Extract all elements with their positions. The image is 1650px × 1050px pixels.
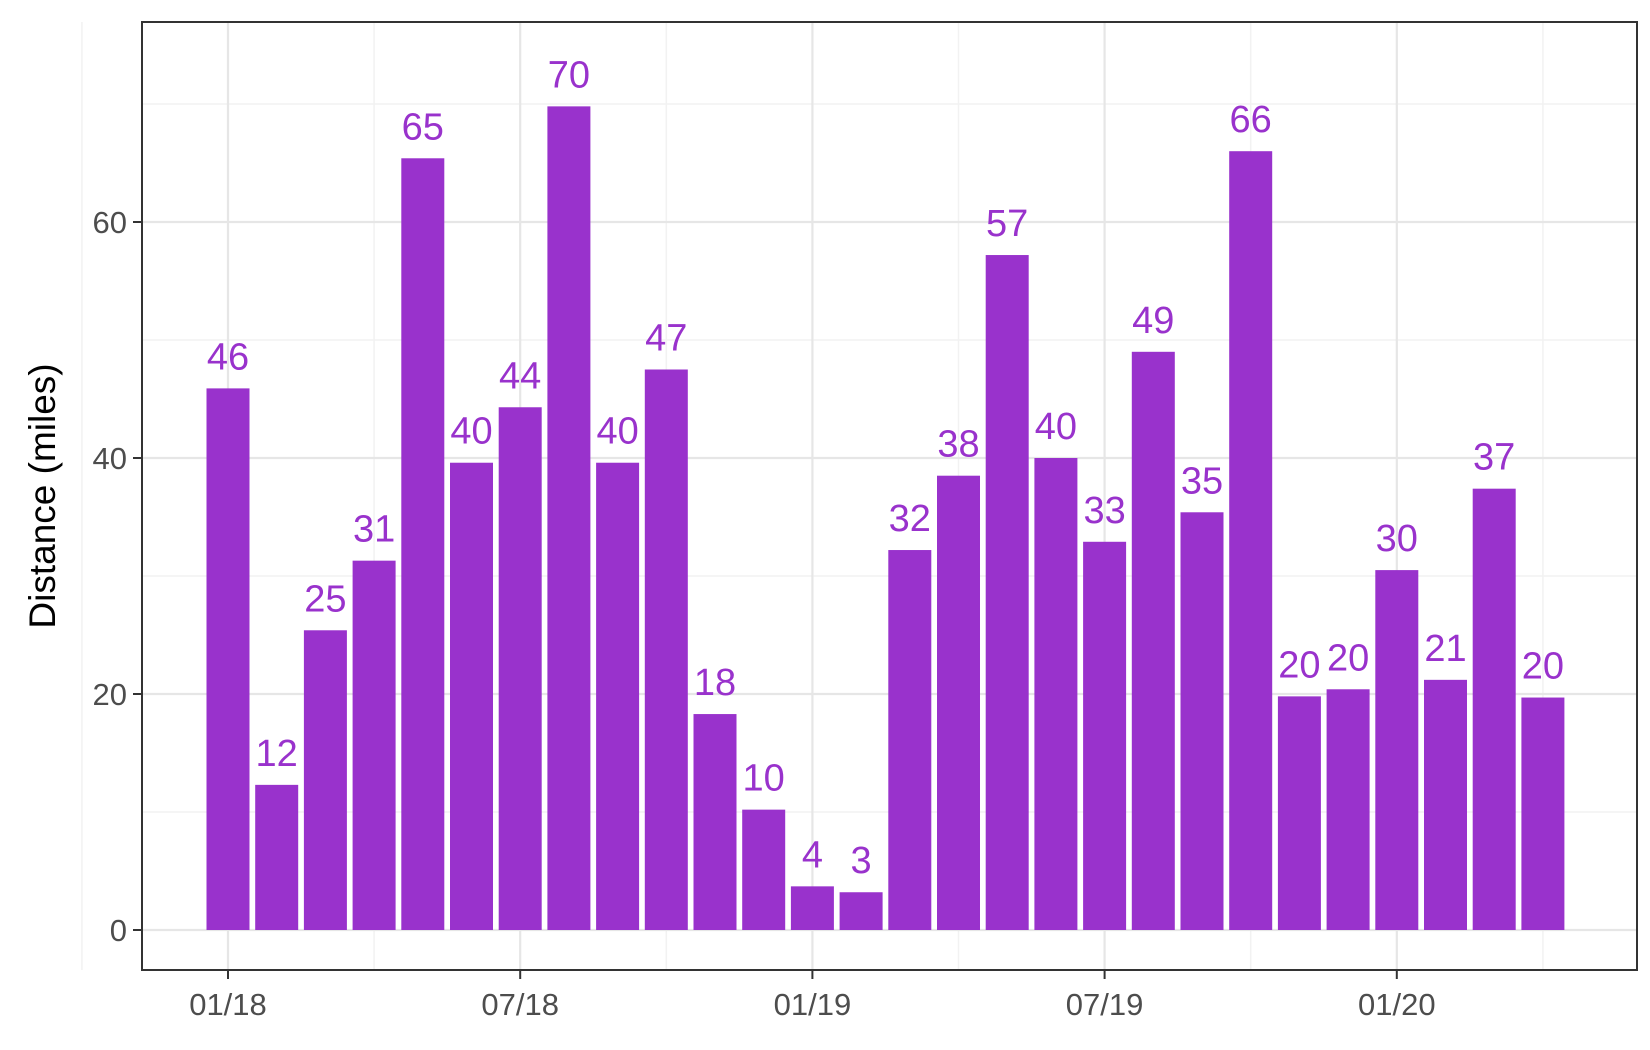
x-tick-label: 01/19 [774,987,852,1022]
bar-value-label: 44 [499,355,541,397]
bar-value-label: 31 [353,509,395,551]
bar-value-label: 10 [743,758,785,800]
bar-value-label: 4 [802,834,823,876]
bar-value-label: 47 [645,318,687,360]
bar [1521,697,1565,930]
bar-value-label: 18 [694,662,736,704]
bar [596,462,640,930]
y-tick-label: 0 [110,913,127,948]
panel-border [141,21,1638,971]
bar [985,255,1029,931]
bar-value-label: 40 [596,411,638,453]
bar [1083,541,1127,930]
bar-value-label: 25 [304,578,346,620]
bar-value-label: 40 [450,411,492,453]
bar [1034,458,1078,930]
bar [1326,689,1370,930]
bar [1375,570,1419,930]
bar [450,462,493,930]
bar [1131,351,1175,930]
y-tick-label: 60 [93,205,127,240]
x-tick-label: 07/19 [1066,987,1144,1022]
bar [498,407,542,930]
bar [742,809,786,930]
y-axis: 0 20 40 60 [93,205,142,948]
bar [1229,151,1273,930]
y-axis-title: Distance (miles) [22,363,63,628]
bar-value-label: 20 [1522,646,1564,688]
y-tick-label: 40 [93,441,127,476]
bar-value-label: 12 [256,733,298,775]
bar [206,388,250,930]
x-tick-label: 01/20 [1358,987,1436,1022]
bar [839,892,883,930]
bar-value-label: 65 [402,106,444,148]
x-axis: 01/18 07/18 01/19 07/19 01/20 [189,970,1436,1022]
bars [206,106,1565,931]
bar [255,784,299,930]
y-tick-label: 20 [93,677,127,712]
bar-value-label: 57 [986,203,1028,245]
bar [352,560,396,930]
bar-value-label: 32 [889,498,931,540]
bar-value-label: 33 [1083,490,1125,532]
bar [644,369,688,930]
x-tick-label: 07/18 [481,987,559,1022]
bar [1277,696,1321,930]
x-tick-label: 01/18 [189,987,267,1022]
bar-value-label: 21 [1424,628,1466,670]
bar [693,714,737,930]
bar-value-label: 30 [1376,518,1418,560]
bar [547,106,591,931]
bar [937,475,980,930]
bar-value-label: 70 [548,54,590,96]
bar [303,630,347,930]
bar-value-label: 3 [851,840,872,882]
bar [1424,679,1467,930]
bar-value-label: 38 [937,424,979,466]
bar [790,886,834,930]
bar [1472,488,1516,930]
bar-value-label: 46 [207,336,249,378]
bar-value-label: 20 [1327,637,1369,679]
bar [888,550,932,930]
bar-value-label: 20 [1278,644,1320,686]
bar-value-label: 40 [1035,406,1077,448]
bar-value-label: 49 [1132,300,1174,342]
bar-value-label: 37 [1473,437,1515,479]
bar-value-label: 66 [1230,99,1272,141]
bar [401,158,445,930]
bar [1180,512,1224,930]
bar-value-label: 35 [1181,460,1223,502]
